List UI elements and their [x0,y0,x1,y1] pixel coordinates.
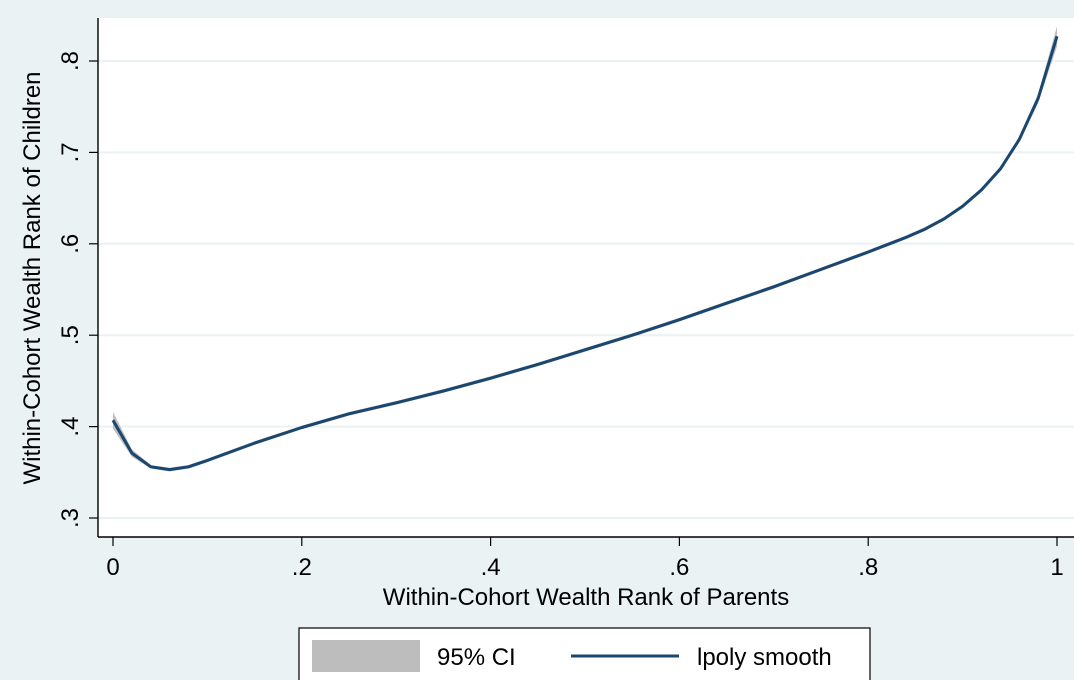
y-tick-label: .7 [57,142,84,162]
legend-ci-swatch [312,640,420,672]
x-tick-label: 0 [106,554,119,581]
x-axis-title: Within-Cohort Wealth Rank of Parents [383,584,789,611]
legend: 95% CI lpoly smooth [298,627,871,680]
y-tick-label: .3 [57,508,84,528]
x-tick-label: 1 [1050,554,1063,581]
x-tick-label: .4 [481,554,501,581]
y-tick-label: .4 [57,417,84,437]
legend-ci-label: 95% CI [437,644,516,671]
series-line-lpoly-smooth [111,35,1059,472]
y-tick-label: .8 [57,51,84,71]
x-tick-label: .2 [292,554,312,581]
axes: .3 .4 .5 .6 .7 .8 0 .2 .4 .6 .8 1 [57,18,1074,581]
legend-line-label: lpoly smooth [697,644,832,671]
series-layer [111,35,1059,472]
grid-lines [98,60,1074,519]
x-tick-label: .8 [858,554,878,581]
y-axis-title: Within-Cohort Wealth Rank of Children [19,71,46,484]
plot-region [98,18,1074,537]
x-tick-label: .6 [669,554,689,581]
y-tick-label: .6 [57,234,84,254]
y-tick-label: .5 [57,325,84,345]
